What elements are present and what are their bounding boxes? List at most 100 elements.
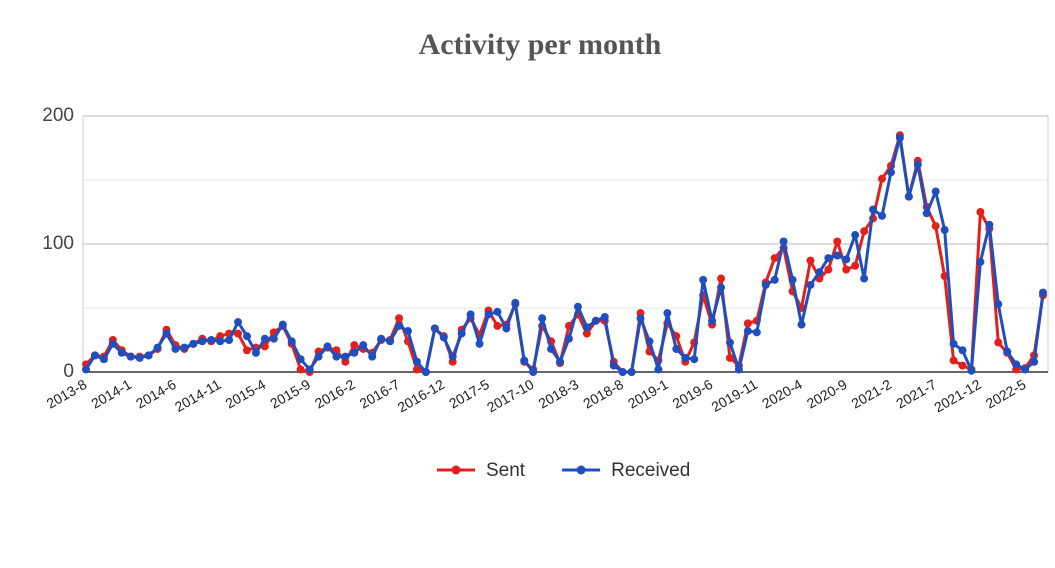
point bbox=[395, 321, 404, 330]
point bbox=[913, 160, 922, 169]
point bbox=[484, 310, 493, 319]
point bbox=[1039, 288, 1047, 297]
point bbox=[207, 336, 216, 344]
point bbox=[833, 251, 842, 260]
point bbox=[547, 344, 556, 353]
point bbox=[824, 265, 833, 274]
point bbox=[189, 339, 198, 348]
point bbox=[529, 368, 538, 376]
point bbox=[556, 357, 565, 366]
point bbox=[994, 338, 1003, 347]
point bbox=[752, 328, 761, 337]
point bbox=[842, 265, 851, 274]
point bbox=[332, 352, 341, 361]
point bbox=[377, 334, 386, 343]
point bbox=[654, 365, 663, 374]
x-axis: 2013-82014-12014-62014-112015-42015-9201… bbox=[44, 376, 1029, 416]
point bbox=[493, 321, 502, 330]
point bbox=[439, 333, 448, 342]
point bbox=[242, 332, 251, 341]
point bbox=[851, 261, 860, 270]
point bbox=[1003, 347, 1012, 356]
point bbox=[725, 353, 734, 362]
point bbox=[126, 352, 135, 361]
point bbox=[931, 222, 940, 231]
point bbox=[895, 133, 904, 142]
point bbox=[833, 237, 842, 246]
point bbox=[82, 365, 90, 374]
legend-label: Received bbox=[611, 460, 690, 481]
point bbox=[797, 320, 806, 329]
point bbox=[949, 356, 958, 365]
x-tick-label: 2015-9 bbox=[267, 376, 313, 412]
point bbox=[627, 368, 636, 376]
point bbox=[931, 187, 940, 196]
point bbox=[180, 343, 189, 352]
point bbox=[600, 312, 609, 321]
point bbox=[824, 254, 833, 263]
point bbox=[1021, 365, 1030, 374]
legend-label: Sent bbox=[486, 460, 526, 481]
point bbox=[296, 365, 305, 374]
point bbox=[323, 342, 332, 351]
point bbox=[386, 337, 395, 346]
point bbox=[806, 280, 815, 289]
point bbox=[734, 365, 743, 374]
point bbox=[448, 352, 457, 361]
point bbox=[940, 225, 949, 234]
point bbox=[395, 314, 404, 323]
point bbox=[511, 298, 520, 307]
legend-marker bbox=[451, 465, 461, 475]
point bbox=[538, 314, 547, 323]
x-tick-label: 2019-1 bbox=[625, 376, 671, 412]
point bbox=[466, 310, 475, 319]
point bbox=[99, 355, 108, 364]
x-tick-label: 2021-7 bbox=[893, 376, 939, 412]
point bbox=[341, 352, 350, 361]
point bbox=[564, 334, 573, 343]
point bbox=[251, 348, 260, 357]
point bbox=[976, 257, 985, 266]
point bbox=[144, 351, 153, 360]
point bbox=[949, 339, 958, 348]
point bbox=[1030, 357, 1039, 366]
x-tick-label: 2019-11 bbox=[709, 376, 761, 415]
point bbox=[260, 334, 269, 343]
grid: 0 100 200 bbox=[42, 105, 1049, 382]
x-tick-label: 2014-11 bbox=[172, 376, 224, 415]
x-tick-label: 2017-10 bbox=[484, 376, 537, 416]
point bbox=[269, 334, 278, 343]
point bbox=[234, 318, 243, 327]
point bbox=[502, 324, 511, 333]
x-tick-label: 2018-3 bbox=[536, 376, 582, 412]
point bbox=[645, 337, 654, 346]
point bbox=[699, 275, 708, 284]
point bbox=[430, 324, 439, 333]
legend: Sent Received bbox=[437, 460, 690, 481]
x-tick-label: 2015-4 bbox=[222, 376, 268, 412]
point bbox=[1012, 360, 1021, 369]
point bbox=[135, 353, 144, 362]
point bbox=[225, 336, 234, 344]
point bbox=[591, 316, 600, 325]
point bbox=[582, 323, 591, 332]
point bbox=[242, 346, 251, 355]
point bbox=[869, 205, 878, 214]
point bbox=[162, 329, 171, 338]
point bbox=[717, 274, 726, 283]
x-tick-label: 2014-1 bbox=[88, 376, 134, 412]
point bbox=[958, 346, 967, 355]
point bbox=[976, 208, 985, 216]
point bbox=[815, 268, 824, 277]
point bbox=[708, 316, 717, 325]
point bbox=[743, 319, 752, 328]
point bbox=[690, 355, 699, 364]
point bbox=[761, 280, 770, 289]
point bbox=[171, 344, 180, 353]
point bbox=[573, 302, 582, 311]
point bbox=[475, 339, 484, 348]
point bbox=[788, 275, 797, 284]
point bbox=[725, 338, 734, 347]
chart-title: Activity per month bbox=[419, 28, 662, 61]
